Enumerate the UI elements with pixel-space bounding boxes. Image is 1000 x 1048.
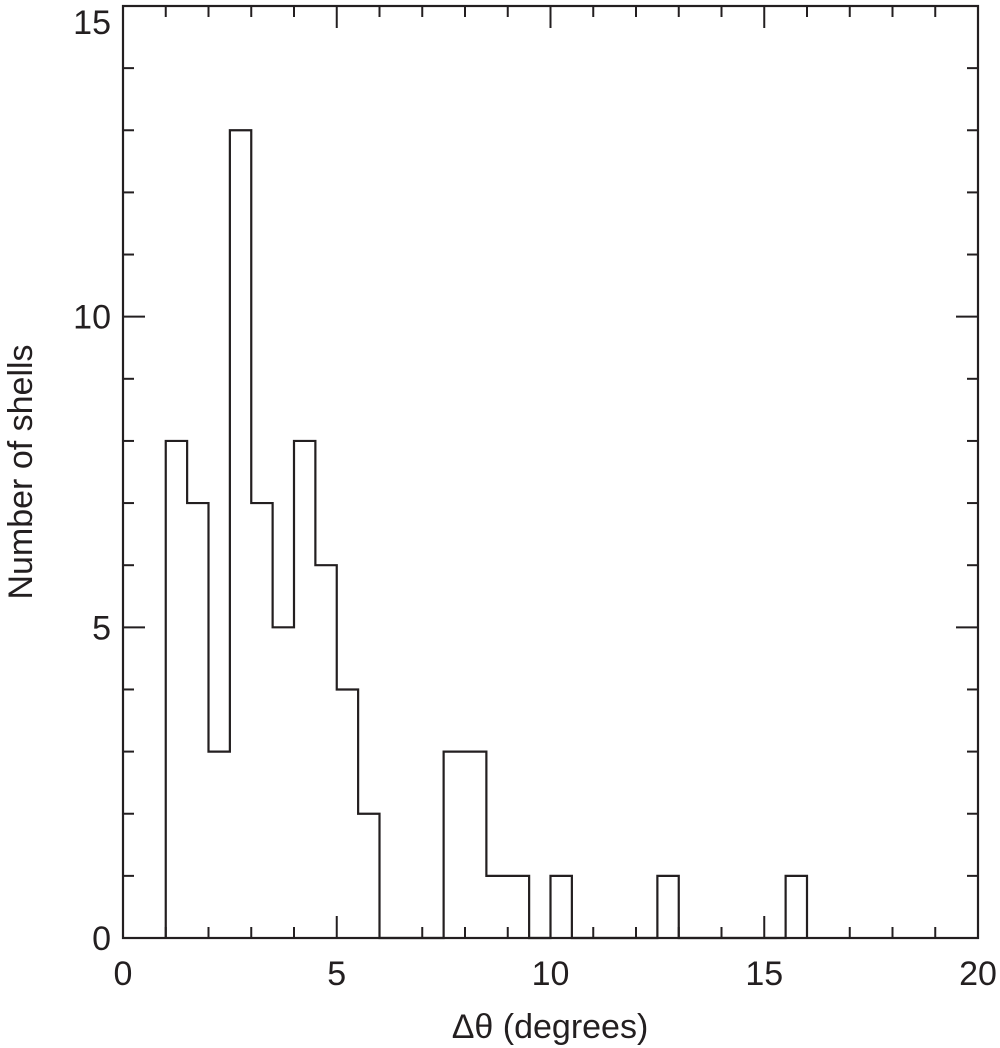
x-axis-title: Δθ (degrees) — [452, 1008, 649, 1046]
y-axis-title: Number of shells — [2, 344, 40, 599]
x-tick-label: 10 — [532, 955, 570, 993]
histogram-outline — [164, 129, 809, 940]
y-tick-label: 10 — [73, 299, 111, 337]
x-tick-label: 20 — [959, 955, 997, 993]
x-tick-label: 0 — [114, 955, 133, 993]
plot-frame — [121, 4, 980, 940]
x-tick-label: 15 — [745, 955, 783, 993]
y-tick-labels: 0 5 10 15 — [73, 4, 111, 958]
y-tick-label: 5 — [92, 609, 111, 647]
y-tick-label: 15 — [73, 4, 111, 42]
y-tick-label: 0 — [92, 920, 111, 958]
x-tick-labels: 0 5 10 15 20 — [114, 955, 997, 993]
x-tick-label: 5 — [327, 955, 346, 993]
